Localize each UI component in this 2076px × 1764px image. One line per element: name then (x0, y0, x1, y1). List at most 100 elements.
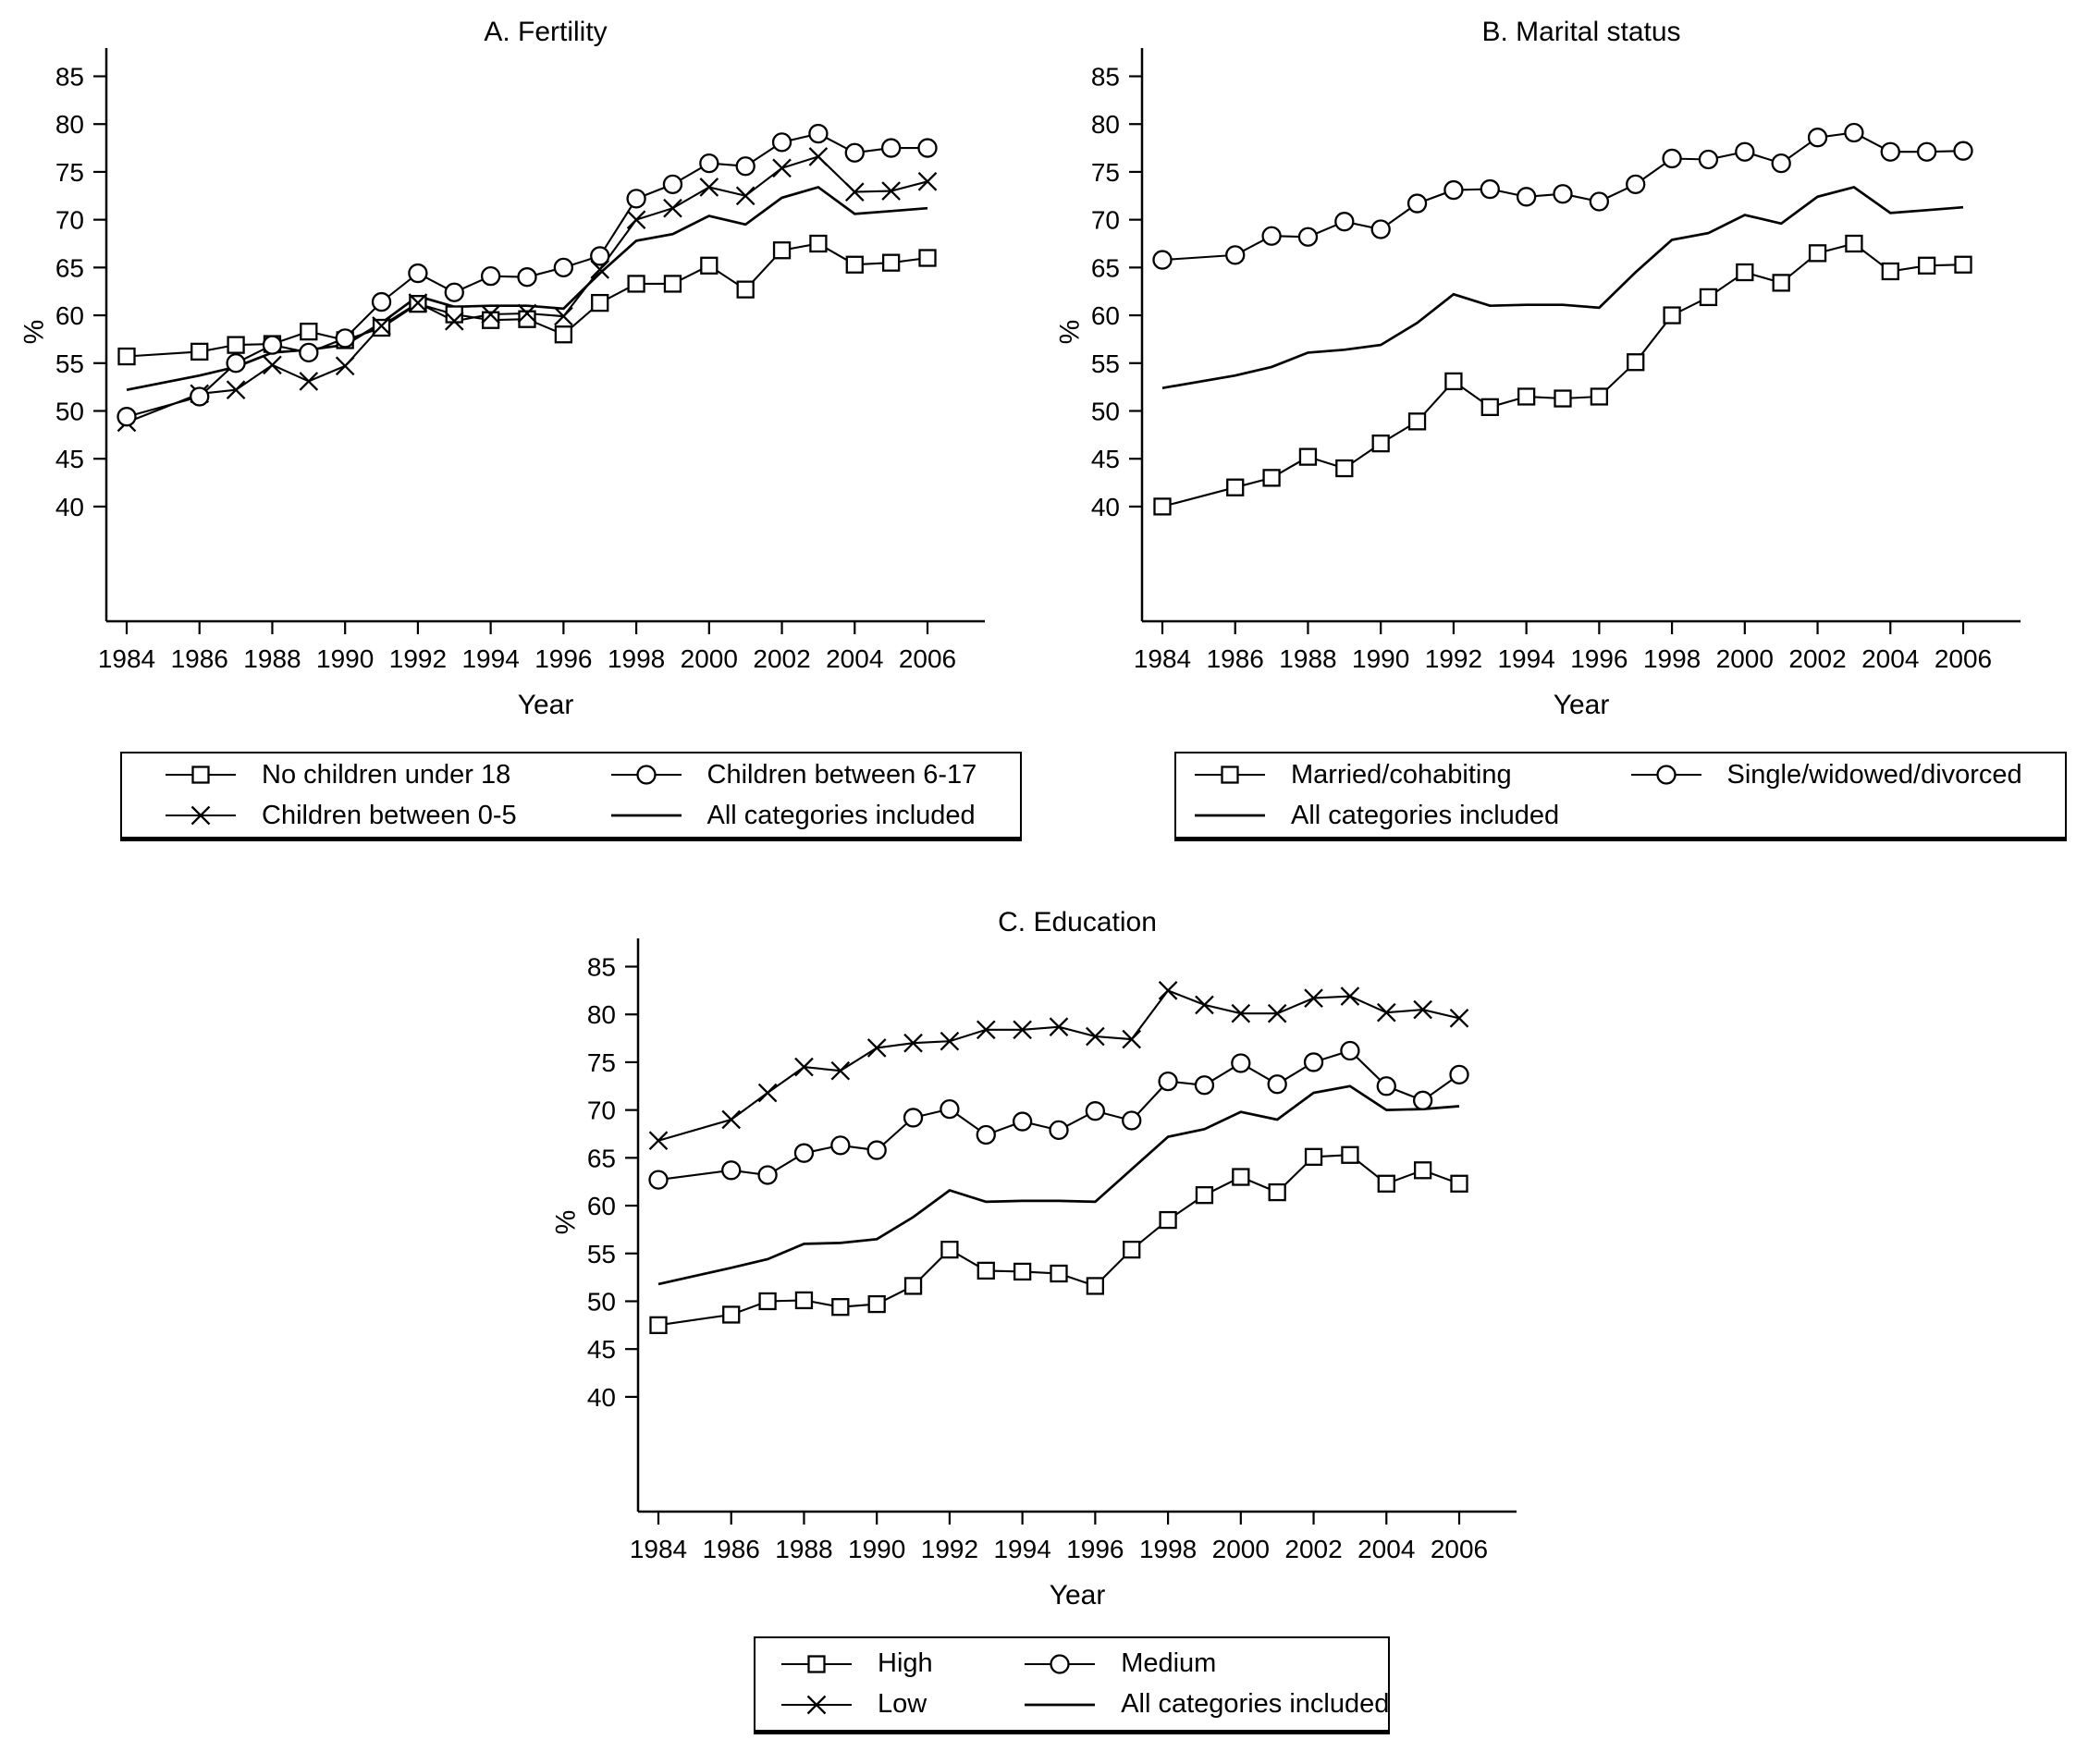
x-tick-label: 2000 (1212, 1535, 1270, 1563)
series-line-married-cohabiting (1161, 242, 1964, 508)
x-tick-label: 1998 (1139, 1535, 1197, 1563)
legend-entry-no-children-under-18: No children under 18 (164, 760, 609, 790)
plot-b-marital-status: 85 80 75 70 65 60 55 50 45 40 1984 1986 1988 1990 1992… (1091, 48, 2021, 673)
line-marker-icon (1025, 1703, 1096, 1706)
y-tick-label: 60 (55, 301, 84, 330)
x-tick-label: 2000 (1716, 644, 1774, 673)
panel-title-fertility: A. Fertility (484, 17, 608, 47)
legend-label: High (878, 1648, 933, 1678)
x-tick-label: 1998 (1643, 644, 1701, 673)
x-marker-icon (781, 1695, 852, 1714)
series-line-children-between-0-5 (126, 155, 928, 423)
series-markers-high (649, 1145, 1468, 1334)
y-axis-label: % (1054, 319, 1086, 345)
legend-row: Children between 0-5 All categories inclu… (122, 797, 1020, 834)
x-tick-label: 2000 (681, 644, 738, 673)
x-tick-label: 1992 (921, 1535, 978, 1563)
series-markers-children-between-0-5 (117, 147, 938, 433)
legend-marital-status: Married/cohabiting Single/widowed/divorce… (1174, 752, 2067, 841)
legend-entry-all-categories-included: All categories included (1193, 801, 1629, 831)
series-markers-medium (648, 1040, 1469, 1190)
x-tick-label: 2002 (1788, 644, 1846, 673)
x-tick-label: 1984 (630, 1535, 687, 1563)
x-tick-label: 2002 (753, 644, 810, 673)
x-tick-label: 1996 (1066, 1535, 1124, 1563)
y-tick-label: 40 (55, 493, 84, 521)
legend-fertility: No children under 18 Children between 6-1… (120, 752, 1022, 841)
x-tick-label: 1988 (1279, 644, 1336, 673)
legend-label: Medium (1121, 1648, 1217, 1678)
x-tick-label: 1984 (1134, 644, 1191, 673)
y-tick-label: 85 (55, 63, 84, 92)
legend-row: Married/cohabiting Single/widowed/divorce… (1176, 756, 2065, 793)
plot-a-fertility: 85 80 75 70 65 60 55 50 45 40 1984 1986 1988 1990 1992… (55, 48, 985, 673)
legend-label: All categories included (1291, 800, 1560, 830)
panel-title-marital-status: B. Marital status (1481, 17, 1681, 47)
legend-label: Married/cohabiting (1291, 759, 1512, 790)
y-tick-label: 80 (1091, 110, 1120, 139)
x-axis-label: Year (517, 690, 574, 720)
x-tick-label: 1998 (608, 644, 665, 673)
series-line-all-categories-included (1161, 186, 1964, 390)
x-tick-label: 1986 (1207, 644, 1264, 673)
y-tick-label: 40 (587, 1383, 616, 1412)
fertility-chart: 85 80 75 70 65 60 55 50 45 40 1984 1986 1988 1990 1992… (55, 48, 985, 673)
x-tick-label: 1990 (848, 1535, 905, 1563)
legend-entry-children-between-0-5: Children between 0-5 (164, 801, 609, 831)
y-tick-label: 50 (55, 397, 84, 425)
legend-education: High Medium Low All categories included (754, 1636, 1390, 1734)
legend-entry-low: Low (780, 1689, 1023, 1720)
circle-marker-icon (1630, 765, 1701, 785)
x-tick-label: 1986 (171, 644, 228, 673)
y-axis-label: % (18, 319, 50, 345)
y-tick-label: 65 (55, 253, 84, 282)
series-line-medium (657, 1049, 1460, 1182)
y-axis-label: % (550, 1209, 582, 1235)
line-marker-icon (1195, 814, 1265, 817)
x-axis-label: Year (1553, 690, 1610, 720)
x-tick-label: 2002 (1284, 1535, 1342, 1563)
y-tick-label: 45 (55, 445, 84, 473)
y-tick-label: 70 (587, 1096, 616, 1125)
line-marker-icon (610, 814, 682, 817)
y-tick-label: 40 (1091, 493, 1120, 521)
x-axis-label: Year (1049, 1580, 1106, 1611)
circle-marker-icon (610, 765, 682, 785)
x-tick-label: 1994 (1497, 644, 1554, 673)
legend-label: All categories included (1121, 1689, 1390, 1719)
circle-marker-icon (1025, 1653, 1096, 1674)
y-tick-label: 75 (1091, 158, 1120, 187)
x-tick-label: 1994 (461, 644, 519, 673)
legend-label: Children between 6-17 (706, 759, 977, 790)
x-tick-label: 2004 (1357, 1535, 1415, 1563)
y-tick-label: 55 (55, 349, 84, 378)
series-line-high (657, 1154, 1460, 1327)
series-line-single-widowed-divorced (1161, 131, 1964, 262)
x-tick-label: 1988 (243, 644, 301, 673)
x-tick-label: 1996 (1570, 644, 1628, 673)
y-tick-label: 60 (1091, 301, 1120, 330)
y-tick-label: 55 (587, 1240, 616, 1268)
y-tick-label: 50 (1091, 397, 1120, 425)
y-tick-label: 50 (587, 1287, 616, 1316)
legend-label: Low (878, 1689, 927, 1719)
series-line-children-between-6-17 (126, 132, 927, 418)
x-tick-label: 2004 (1861, 644, 1919, 673)
y-tick-label: 75 (587, 1048, 616, 1077)
y-tick-label: 80 (587, 1000, 616, 1029)
x-tick-label: 1992 (389, 644, 447, 673)
panel-marital-status: 85 80 75 70 65 60 55 50 45 40 1984 1986 1988 1990 1992… (1054, 11, 2071, 751)
legend-entry-single-widowed-divorced: Single/widowed/divorced (1629, 760, 2066, 790)
series-markers-married-cohabiting (1153, 234, 1972, 516)
legend-label: Single/widowed/divorced (1726, 759, 2022, 790)
education-chart: 85 80 75 70 65 60 55 50 45 40 1984 1986 1988 1990 1992… (587, 938, 1517, 1563)
y-tick-label: 45 (587, 1335, 616, 1364)
y-tick-label: 60 (587, 1192, 616, 1220)
series-line-all-categories-included (126, 186, 928, 392)
series-markers-single-widowed-divorced (1152, 122, 1973, 270)
series-markers-low (648, 981, 1469, 1151)
legend-label: No children under 18 (262, 759, 511, 790)
y-tick-label: 75 (55, 158, 84, 187)
plot-c-education: 85 80 75 70 65 60 55 50 45 40 1984 1986 1988 1990 1992… (587, 938, 1517, 1563)
